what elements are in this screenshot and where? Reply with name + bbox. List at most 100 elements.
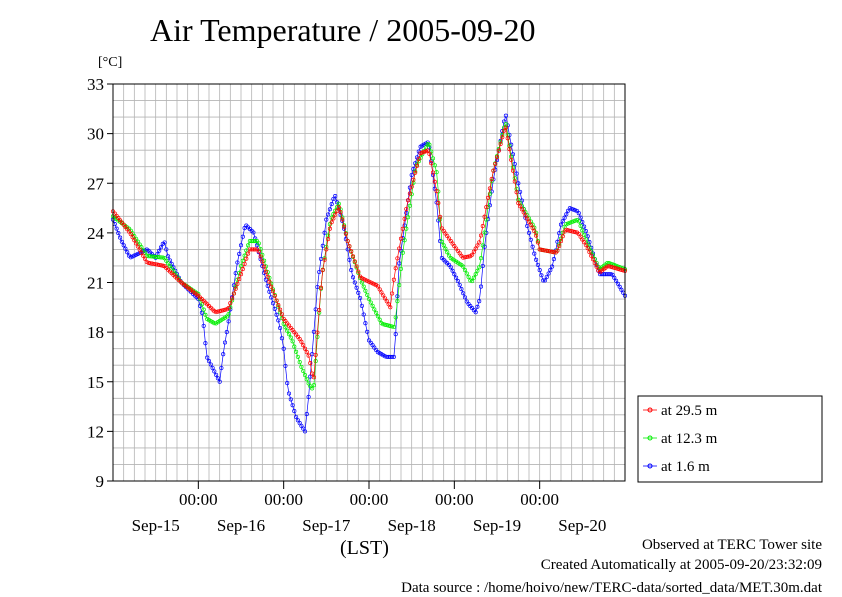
series-marker [208, 362, 213, 367]
series-marker [134, 241, 139, 246]
series-marker [302, 346, 308, 351]
series-marker [286, 332, 292, 337]
legend-box [637, 395, 823, 483]
series-marker [276, 318, 281, 323]
series-marker [544, 274, 549, 280]
series-marker [363, 321, 368, 326]
series-marker [384, 323, 389, 328]
series-marker [118, 235, 123, 240]
series-marker [566, 228, 571, 233]
series-marker [324, 247, 329, 252]
series-layer [110, 113, 628, 434]
series-marker [617, 267, 622, 272]
y-tick-label: 24 [87, 224, 105, 243]
x-tick-label: 00:00 [520, 490, 559, 509]
series-marker [274, 298, 279, 303]
series-marker [281, 346, 286, 351]
series-marker [500, 135, 505, 140]
series-marker [381, 293, 386, 298]
series-marker [125, 250, 130, 255]
series-marker [221, 308, 226, 313]
series-marker [461, 291, 466, 296]
series-marker [363, 288, 368, 293]
series-marker [502, 119, 507, 124]
series-marker [322, 230, 327, 235]
series-marker [238, 263, 244, 269]
series-marker [558, 239, 564, 244]
series-marker [253, 239, 258, 244]
series-marker [130, 235, 135, 240]
series-marker [214, 310, 219, 315]
series-marker [464, 271, 469, 276]
x-date-label: Sep-15 [132, 516, 180, 535]
series-marker [199, 310, 204, 315]
series-marker [262, 264, 267, 269]
series-marker [422, 149, 427, 155]
series-marker [203, 312, 208, 317]
series-marker [567, 206, 572, 211]
x-date-label: Sep-18 [388, 516, 436, 535]
series-marker [564, 222, 569, 227]
series-marker [505, 136, 510, 141]
series-marker [482, 214, 487, 219]
series-marker [557, 243, 562, 249]
series-marker [546, 271, 551, 276]
series-marker [578, 223, 583, 228]
footer-created-time: Created Automatically at 2005-09-20/23:3… [540, 557, 822, 573]
series-marker [306, 353, 311, 358]
series-marker [285, 328, 290, 333]
series-marker [382, 322, 388, 327]
series-marker [482, 230, 487, 235]
series-marker [258, 254, 263, 259]
series-marker [116, 231, 121, 236]
series-marker [530, 244, 535, 249]
series-marker [576, 231, 581, 237]
y-tick-label: 15 [87, 373, 104, 392]
series-marker [423, 149, 428, 154]
series-marker [528, 222, 533, 227]
series-marker [263, 269, 268, 274]
series-marker [430, 156, 436, 161]
series-marker [294, 414, 299, 420]
series-marker [119, 239, 124, 244]
series-marker [610, 272, 615, 277]
series-marker [222, 340, 228, 345]
series-marker [137, 247, 142, 252]
series-marker [525, 223, 530, 229]
series-marker [279, 312, 284, 317]
series-marker [510, 168, 516, 173]
legend-label: at 29.5 m [661, 403, 718, 419]
series-marker [496, 148, 501, 153]
series-marker [573, 208, 578, 213]
series-marker [397, 283, 402, 288]
series-marker [471, 275, 476, 280]
series-marker [468, 278, 473, 283]
series-marker [589, 253, 594, 258]
legend: at 29.5 m at 12.3 m at 1.6 m [637, 395, 823, 483]
series-marker [299, 423, 304, 428]
series-marker [478, 233, 484, 238]
y-tick-label: 18 [87, 323, 104, 342]
series-marker [290, 403, 295, 408]
series-marker [162, 240, 167, 245]
series-marker [269, 295, 274, 300]
series-marker [571, 229, 576, 234]
series-marker [345, 239, 350, 244]
series-marker [534, 233, 539, 238]
series-marker [240, 258, 245, 263]
series-marker [206, 359, 212, 364]
series-marker [397, 261, 402, 266]
series-marker [334, 208, 340, 214]
series-marker [251, 230, 256, 235]
series-marker [567, 220, 572, 225]
series-marker [608, 264, 613, 269]
series-marker [477, 265, 482, 270]
series-marker [606, 264, 612, 269]
series-marker [326, 237, 331, 242]
series-marker [512, 179, 517, 184]
series-marker [509, 157, 514, 162]
series-marker [256, 241, 261, 246]
series-marker [402, 223, 407, 228]
legend-swatch-marker [647, 435, 653, 441]
series-marker [311, 375, 316, 380]
